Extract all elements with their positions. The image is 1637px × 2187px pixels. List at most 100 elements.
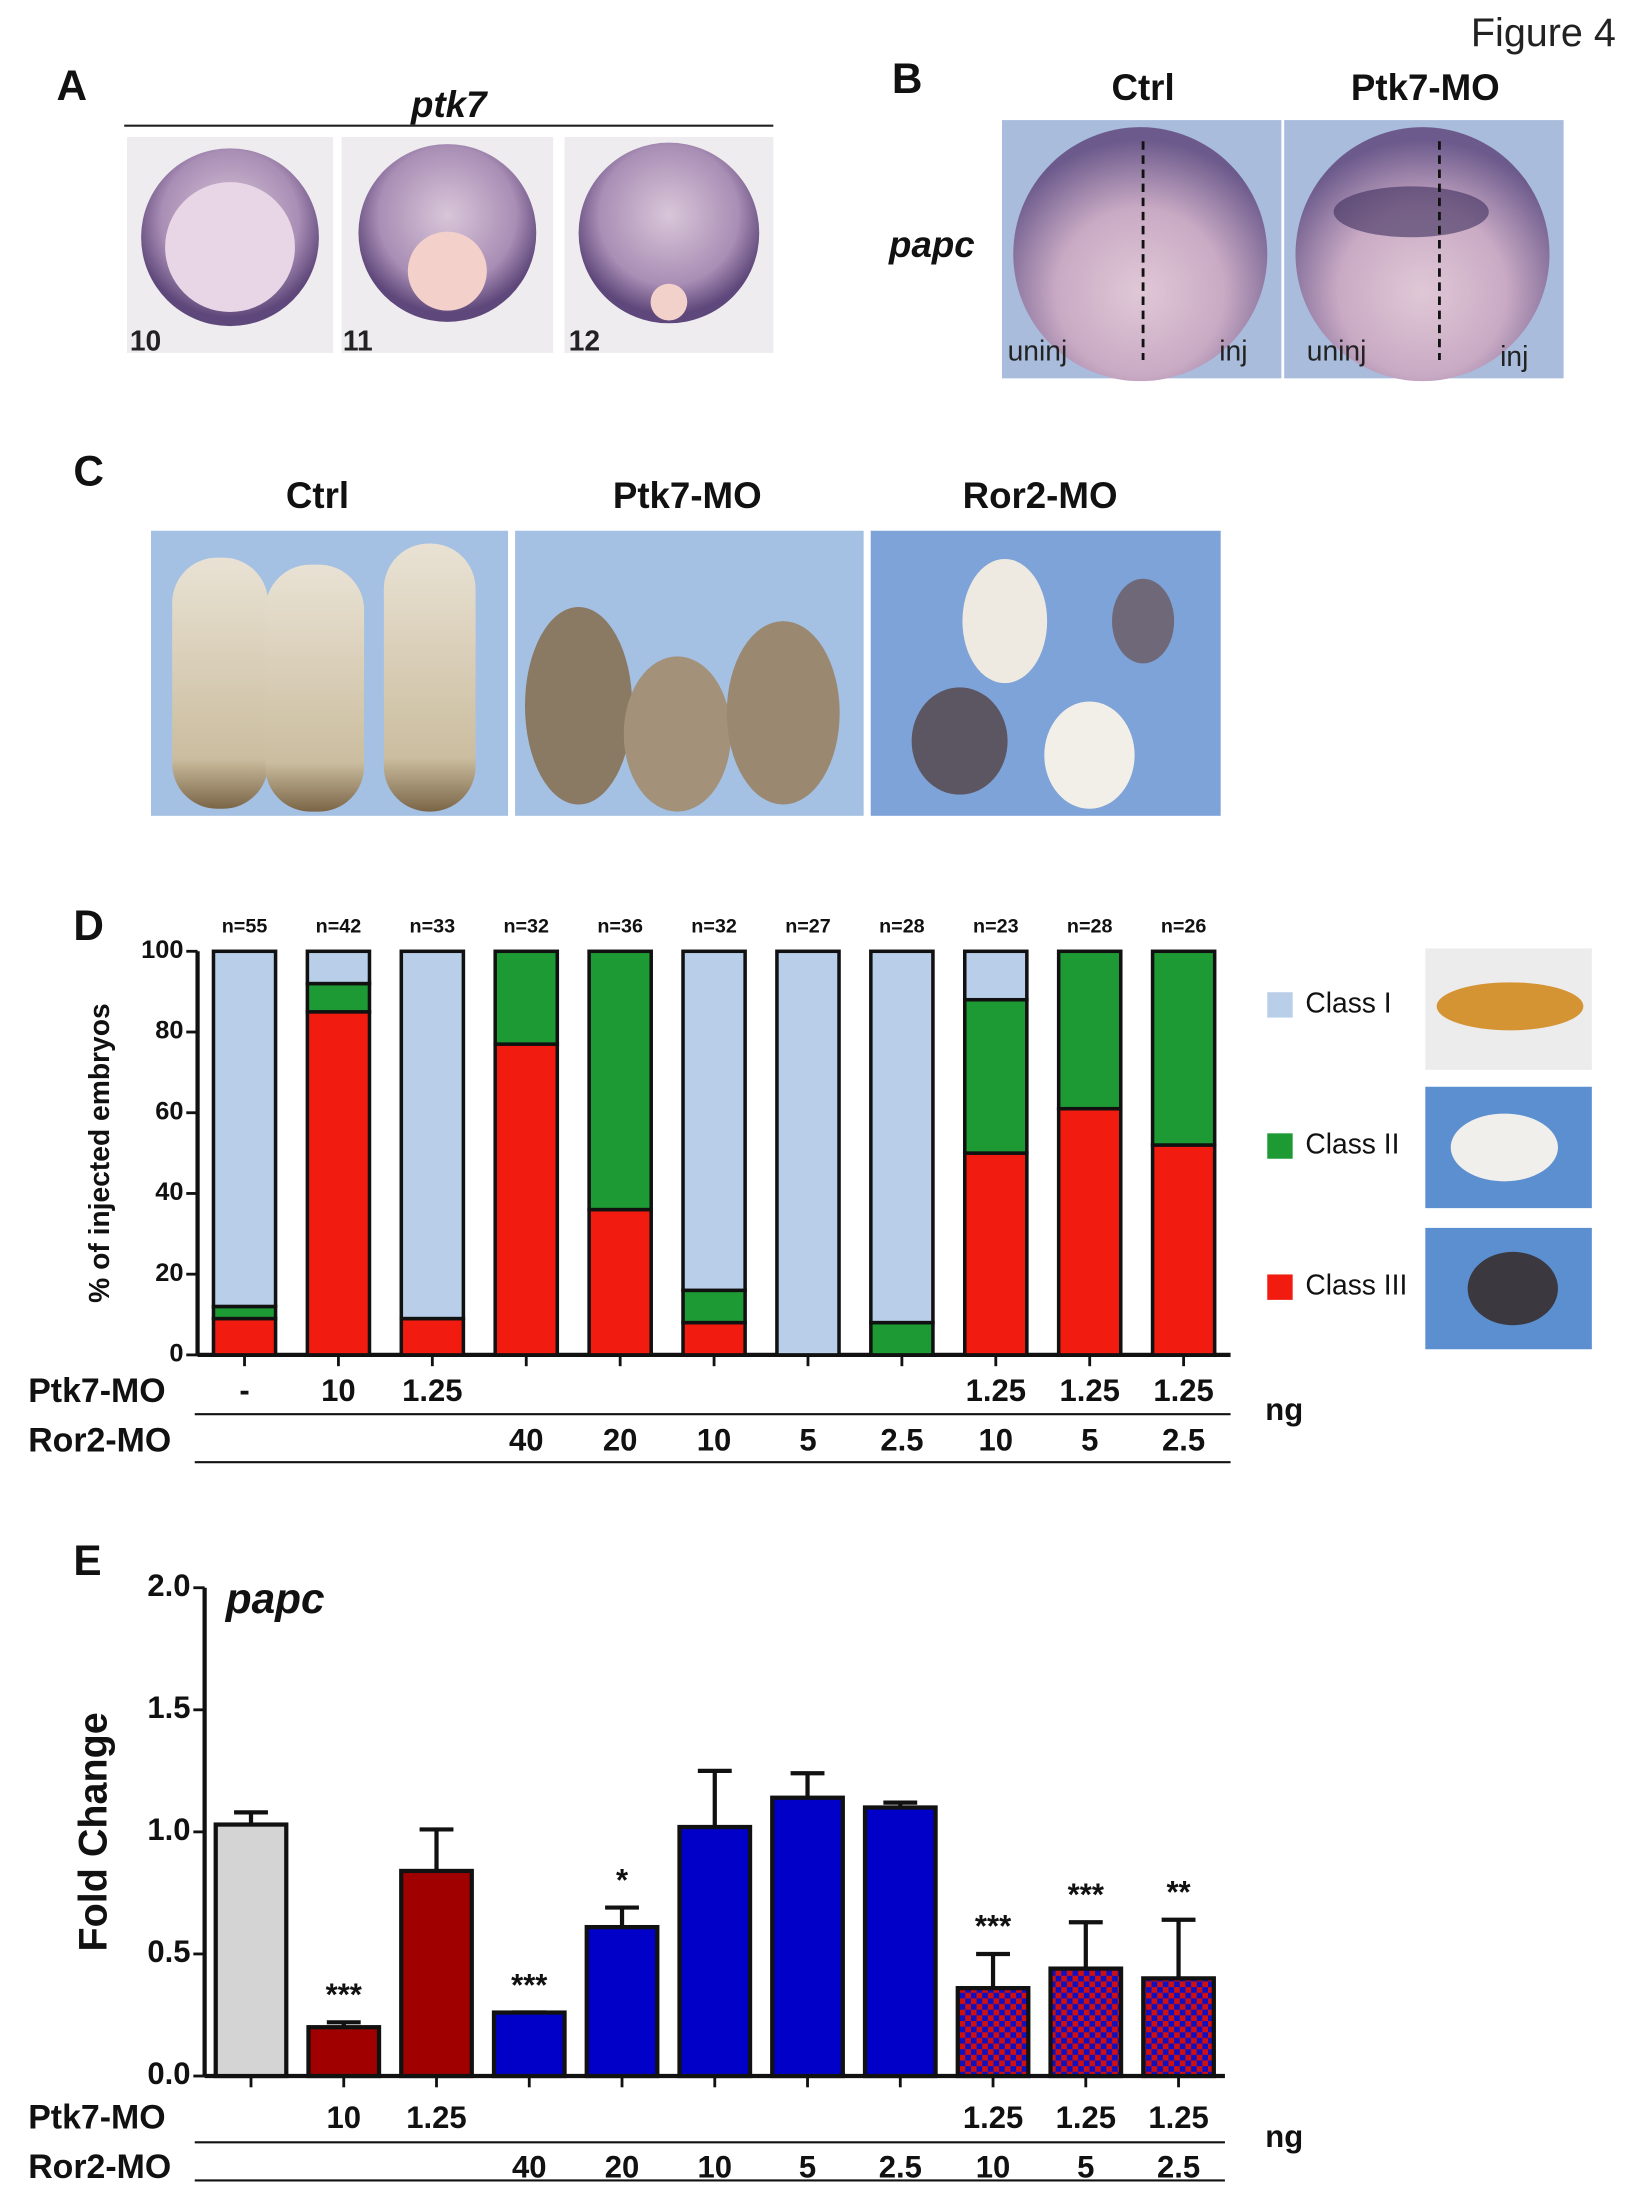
- gene-label: papc: [888, 224, 975, 265]
- panel-letter: B: [892, 55, 923, 102]
- legend-swatch: [1267, 1274, 1293, 1300]
- side-label: inj: [1219, 334, 1247, 366]
- bar-segment: [681, 949, 747, 1293]
- y-tick-label: 60: [155, 1097, 183, 1125]
- column-label: Ctrl: [286, 475, 349, 516]
- column-label: Ptk7-MO: [613, 475, 762, 516]
- n-label: n=33: [410, 916, 456, 938]
- bar: [213, 1822, 289, 2079]
- bar-segment: [211, 949, 278, 1309]
- significance: **: [1166, 1875, 1191, 1910]
- n-label: n=26: [1161, 916, 1207, 938]
- n-label: n=27: [785, 916, 831, 938]
- bar: [584, 1924, 660, 2079]
- dose-label: 5: [1077, 2149, 1094, 2182]
- stage-label: 11: [343, 325, 373, 357]
- dose-label: 1.25: [1060, 1373, 1120, 1408]
- column-label: Ctrl: [1111, 67, 1174, 108]
- row-label: Ptk7-MO: [28, 2099, 165, 2137]
- bar-segment: [1150, 949, 1217, 1147]
- significance: ***: [975, 1909, 1012, 1944]
- dose-label: 1.25: [963, 2100, 1023, 2135]
- n-label: n=23: [973, 916, 1019, 938]
- bar-segment: [399, 1316, 466, 1357]
- y-axis-label: % of injected embryos: [83, 1003, 115, 1303]
- dose-label: 1.25: [966, 1373, 1026, 1408]
- legend-label: Class III: [1305, 1269, 1407, 1301]
- bar-segment: [211, 1304, 278, 1321]
- y-tick-label: 2.0: [147, 1568, 190, 1603]
- bar-segment: [493, 1042, 560, 1357]
- y-tick-label: 1.5: [147, 1690, 190, 1725]
- bar-segment: [681, 1320, 747, 1357]
- embryo-photos: [1001, 120, 1564, 382]
- bar-segment: [1150, 1143, 1217, 1357]
- y-axis-label: Fold Change: [71, 1712, 115, 1951]
- dose-label: 20: [603, 1423, 638, 1458]
- dose-label: 2.5: [1157, 2149, 1200, 2182]
- bar: [955, 1986, 1031, 2079]
- stage-label: 10: [130, 325, 161, 357]
- y-tick-label: 100: [141, 936, 183, 964]
- bar-segment: [962, 1151, 1029, 1357]
- class-photos: [1425, 948, 1592, 1350]
- row-label: Ror2-MO: [28, 1421, 171, 1459]
- gene-label: ptk7: [410, 84, 488, 125]
- bar-segment: [305, 949, 372, 986]
- dose-label: 10: [697, 1423, 732, 1458]
- stage-label: 12: [569, 325, 600, 357]
- bar-segment: [869, 1320, 935, 1357]
- unit-label: ng: [1265, 2119, 1303, 2154]
- dose-label: 1.25: [1153, 1373, 1213, 1408]
- dose-label: 1.25: [402, 1373, 462, 1408]
- dose-label: 10: [326, 2100, 361, 2135]
- bar-segment: [211, 1316, 278, 1357]
- y-tick-label: 0: [169, 1340, 183, 1368]
- side-label: uninj: [1008, 334, 1068, 366]
- figure-label: Figure 4: [1471, 11, 1616, 55]
- dose-label: 5: [799, 1423, 816, 1458]
- dose-label: 10: [321, 1373, 356, 1408]
- y-tick-label: 1.0: [147, 1812, 190, 1847]
- dose-label: 2.5: [879, 2149, 922, 2182]
- significance: ***: [511, 1967, 548, 2002]
- embryo-photos: [127, 137, 774, 353]
- side-label: uninj: [1307, 334, 1367, 366]
- bar: [399, 1868, 474, 2079]
- panel-letter: A: [56, 62, 87, 109]
- bar: [1141, 1976, 1216, 2079]
- y-tick-label: 0.0: [147, 2056, 190, 2091]
- bar-segment: [493, 949, 560, 1046]
- panel-letter: E: [73, 1537, 101, 1584]
- bar-segment: [399, 949, 466, 1321]
- n-label: n=32: [503, 916, 549, 938]
- dose-label: 10: [698, 2149, 733, 2182]
- side-label: inj: [1500, 340, 1528, 372]
- column-label: Ror2-MO: [963, 475, 1118, 516]
- significance: ***: [326, 1977, 363, 2012]
- dose-label: 40: [509, 1423, 544, 1458]
- bar-segment: [962, 949, 1029, 1002]
- dose-label: 5: [799, 2149, 816, 2182]
- legend-swatch: [1267, 992, 1293, 1018]
- bar-segment: [1056, 949, 1123, 1111]
- dose-label: -: [239, 1373, 249, 1408]
- n-label: n=36: [597, 916, 643, 938]
- n-label: n=28: [879, 916, 925, 938]
- dose-label: 1.25: [406, 2100, 466, 2135]
- unit-label: ng: [1265, 1392, 1303, 1427]
- n-label: n=55: [222, 916, 268, 938]
- bar: [1048, 1966, 1124, 2079]
- y-tick-label: 40: [155, 1178, 183, 1206]
- bar-segment: [587, 949, 653, 1212]
- tadpole-photos: [150, 530, 1221, 816]
- bar-segment: [681, 1288, 747, 1325]
- dose-label: 40: [512, 2149, 547, 2182]
- bar-segment: [962, 997, 1029, 1155]
- row-label: Ptk7-MO: [28, 1372, 165, 1410]
- chart-title: papc: [225, 1575, 325, 1622]
- bar-segment: [587, 1207, 653, 1357]
- significance: *: [616, 1862, 629, 1897]
- n-label: n=32: [691, 916, 737, 938]
